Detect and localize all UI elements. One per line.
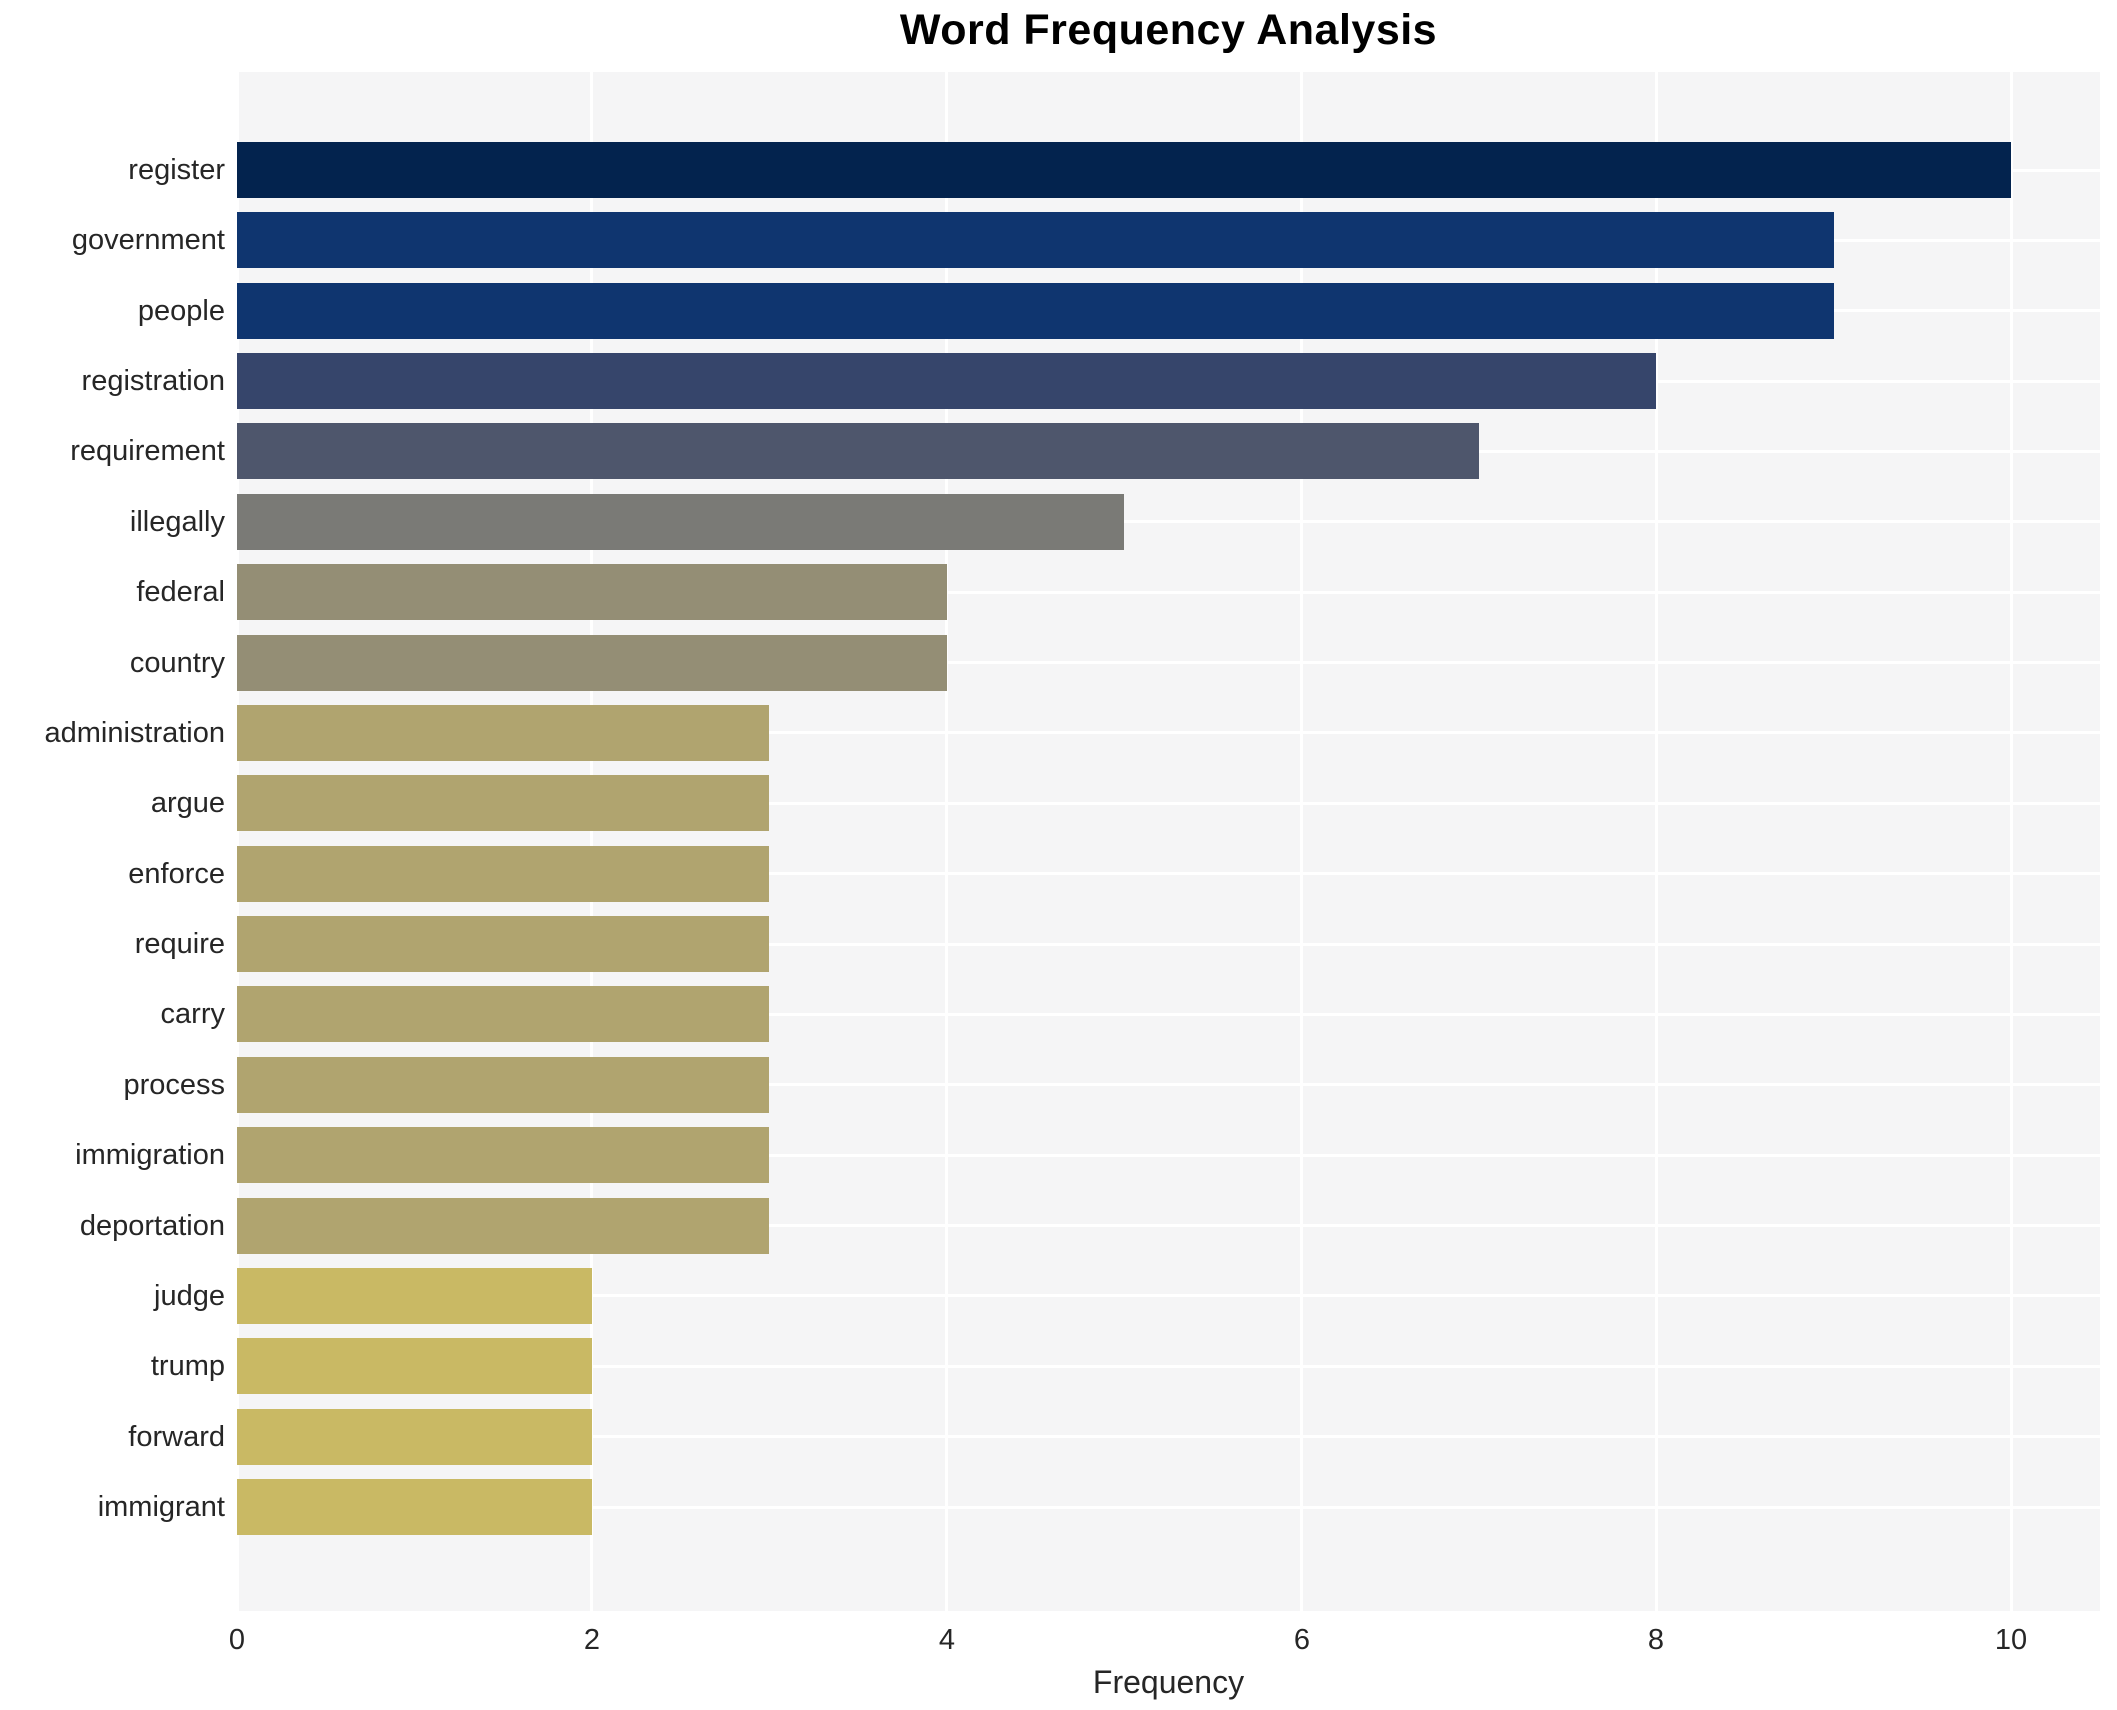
y-tick-label-judge: judge	[154, 1280, 225, 1312]
gridline-y-require	[237, 943, 2100, 946]
bar-forward	[237, 1409, 592, 1465]
y-tick-label-immigrant: immigrant	[97, 1491, 225, 1523]
y-tick-label-trump: trump	[150, 1350, 225, 1382]
bar-register	[237, 142, 2011, 198]
y-tick-label-carry: carry	[160, 998, 225, 1030]
gridline-y-enforce	[237, 872, 2100, 875]
y-tick-label-requirement: requirement	[70, 435, 225, 467]
x-tick-label-0: 0	[228, 1624, 246, 1656]
bar-government	[237, 212, 1834, 268]
bar-deportation	[237, 1198, 769, 1254]
bar-requirement	[237, 423, 1479, 479]
x-axis-label: Frequency	[1092, 1664, 1245, 1700]
bar-carry	[237, 986, 769, 1042]
y-tick-label-administration: administration	[44, 717, 225, 749]
gridline-y-forward	[237, 1435, 2100, 1438]
gridline-y-carry	[237, 1013, 2100, 1016]
x-tick-label-4: 4	[938, 1624, 956, 1656]
bar-judge	[237, 1268, 592, 1324]
y-tick-label-forward: forward	[128, 1421, 225, 1453]
gridline-x-0	[236, 72, 239, 1611]
x-tick-label-2: 2	[583, 1624, 601, 1656]
chart-title: Word Frequency Analysis	[899, 6, 1438, 54]
bar-enforce	[237, 846, 769, 902]
y-tick-label-process: process	[123, 1069, 225, 1101]
gridline-y-country	[237, 661, 2100, 664]
gridline-y-trump	[237, 1365, 2100, 1368]
gridline-y-immigration	[237, 1154, 2100, 1157]
y-tick-label-government: government	[71, 224, 225, 256]
gridline-y-process	[237, 1083, 2100, 1086]
y-tick-label-enforce: enforce	[128, 858, 225, 890]
gridline-y-deportation	[237, 1224, 2100, 1227]
gridline-y-argue	[237, 802, 2100, 805]
gridline-x-2	[590, 72, 593, 1611]
bar-argue	[237, 775, 769, 831]
gridline-y-judge	[237, 1294, 2100, 1297]
gridline-y-administration	[237, 731, 2100, 734]
bar-immigration	[237, 1127, 769, 1183]
bar-immigrant	[237, 1479, 592, 1535]
y-tick-label-people: people	[137, 295, 225, 327]
y-tick-label-registration: registration	[81, 365, 225, 397]
y-tick-label-require: require	[134, 928, 225, 960]
bar-trump	[237, 1338, 592, 1394]
bar-require	[237, 916, 769, 972]
y-tick-label-country: country	[129, 647, 225, 679]
y-tick-label-register: register	[128, 154, 225, 186]
bar-country	[237, 635, 947, 691]
gridline-x-6	[1300, 72, 1303, 1611]
bar-registration	[237, 353, 1656, 409]
x-tick-label-10: 10	[1994, 1624, 2028, 1656]
y-tick-label-deportation: deportation	[79, 1210, 225, 1242]
gridline-y-illegally	[237, 520, 2100, 523]
bar-illegally	[237, 494, 1124, 550]
gridline-y-federal	[237, 591, 2100, 594]
bar-people	[237, 283, 1834, 339]
gridline-y-immigrant	[237, 1506, 2100, 1509]
gridline-x-4	[945, 72, 948, 1611]
bar-process	[237, 1057, 769, 1113]
gridline-x-10	[2010, 72, 2013, 1611]
y-tick-label-argue: argue	[150, 787, 225, 819]
y-tick-label-federal: federal	[136, 576, 225, 608]
plot-area	[236, 72, 2100, 1611]
y-tick-label-illegally: illegally	[129, 506, 225, 538]
x-tick-label-6: 6	[1293, 1624, 1311, 1656]
gridline-x-8	[1655, 72, 1658, 1611]
bar-federal	[237, 564, 947, 620]
bar-administration	[237, 705, 769, 761]
y-tick-label-immigration: immigration	[75, 1139, 225, 1171]
x-tick-label-8: 8	[1647, 1624, 1665, 1656]
